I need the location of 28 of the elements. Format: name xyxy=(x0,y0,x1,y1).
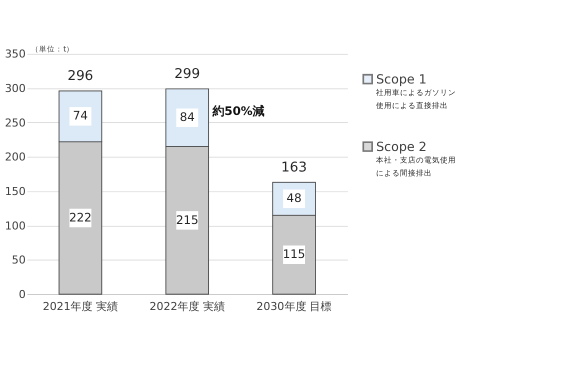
annotation: 約50%減 xyxy=(211,104,265,118)
y-tick-label: 150 xyxy=(4,184,26,198)
data-label: 115 xyxy=(282,247,306,262)
total-label: 299 xyxy=(174,66,200,82)
text: 使用による直接排出 xyxy=(376,100,448,110)
data-label: 48 xyxy=(286,191,302,206)
data-label: 215 xyxy=(176,212,198,227)
y-tick-label: 350 xyxy=(4,48,26,61)
legend-label: Scope 1 xyxy=(376,71,427,86)
y-tick-label: 0 xyxy=(18,288,26,302)
x-tick-label: 2022年度 実績 xyxy=(150,300,225,313)
legend-label: Scope 2 xyxy=(376,138,427,154)
text: 社用車によるガソリン xyxy=(376,88,456,98)
y-tick-label: 200 xyxy=(4,150,26,164)
total-label: 163 xyxy=(281,159,307,176)
text: （単位：t） xyxy=(31,44,74,54)
text: による間接排出 xyxy=(376,168,432,178)
x-tick-label: 2030年度 目標 xyxy=(256,300,332,313)
text: 本社・支店の電気使用 xyxy=(376,156,456,165)
data-label: 84 xyxy=(180,110,195,124)
y-tick-label: 300 xyxy=(4,82,26,95)
data-label: 222 xyxy=(69,210,92,224)
total-label: 296 xyxy=(68,68,94,84)
x-tick-label: 2021年度 実績 xyxy=(42,300,118,313)
y-tick-label: 250 xyxy=(4,116,26,130)
y-tick-label: 100 xyxy=(4,219,26,232)
data-label: 74 xyxy=(72,108,88,123)
y-tick-label: 50 xyxy=(12,254,26,267)
